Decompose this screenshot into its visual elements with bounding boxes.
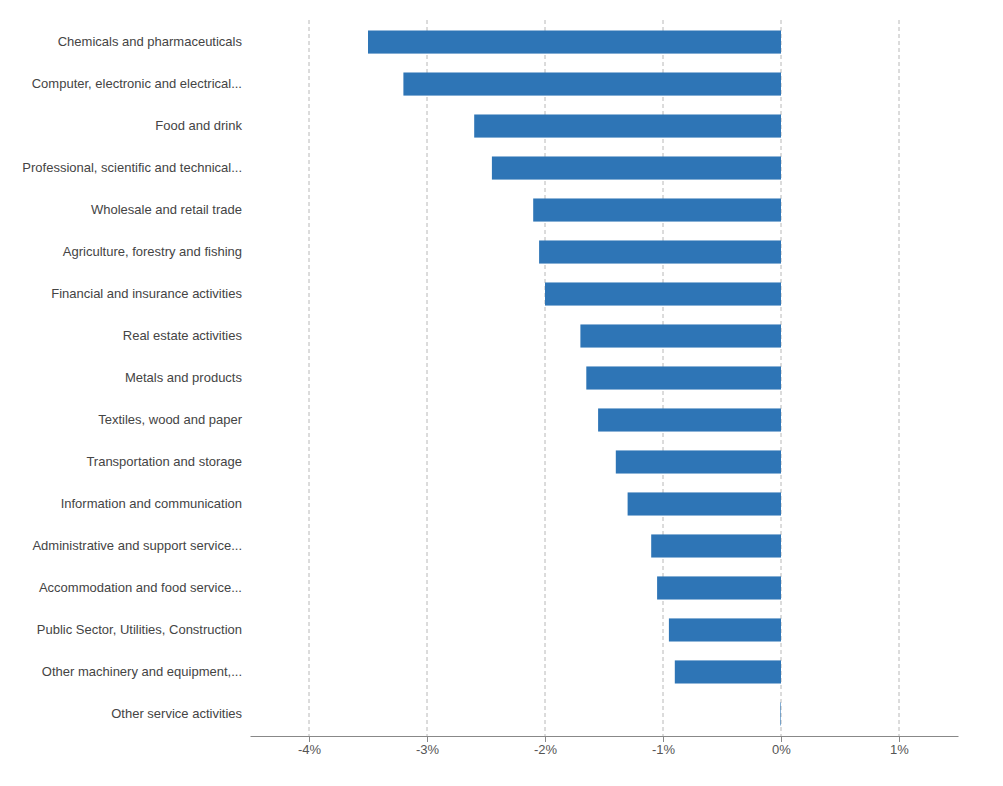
plot-area: -4% -3% -2% -1% 0% 1% Chemicals and pharmaceut… <box>22 20 958 757</box>
chart-svg: -4% -3% -2% -1% 0% 1% Chemicals and pharmaceut… <box>0 0 1003 786</box>
category-tick: Other service activities <box>111 706 242 721</box>
bar <box>598 408 781 431</box>
category-label: Wholesale and retail trade <box>91 202 242 217</box>
category-label: Real estate activities <box>123 328 243 343</box>
category-tick: Metals and products <box>125 370 243 385</box>
grid-line <box>309 20 310 736</box>
value-tick-mark <box>899 736 900 742</box>
value-tick-label: -2% <box>534 742 558 757</box>
value-tick-label: -4% <box>298 742 322 757</box>
grid-line <box>427 20 428 736</box>
bar <box>669 618 781 641</box>
value-tick: -3% <box>416 736 440 757</box>
value-tick-mark <box>781 736 782 742</box>
bar <box>675 660 781 683</box>
category-tick: Other machinery and equipment,... <box>42 664 242 679</box>
category-label: Chemicals and pharmaceuticals <box>58 34 243 49</box>
bar <box>368 30 781 53</box>
category-label: Administrative and support service... <box>32 538 242 553</box>
bar <box>533 198 781 221</box>
category-tick: Accommodation and food service... <box>39 580 242 595</box>
bar <box>539 240 781 263</box>
bar <box>628 492 781 515</box>
bar <box>474 114 781 137</box>
bar <box>492 156 781 179</box>
category-label: Accommodation and food service... <box>39 580 242 595</box>
category-tick: Information and communication <box>61 496 242 511</box>
bar <box>586 366 781 389</box>
value-tick-mark <box>309 736 310 742</box>
bar <box>651 534 781 557</box>
bar <box>616 450 781 473</box>
category-tick: Wholesale and retail trade <box>91 202 242 217</box>
category-tick: Transportation and storage <box>86 454 242 469</box>
value-tick-mark <box>545 736 546 742</box>
grid-line <box>899 20 900 736</box>
category-label: Transportation and storage <box>86 454 242 469</box>
bar <box>780 702 782 725</box>
bar <box>580 324 781 347</box>
category-axis: Chemicals and pharmaceuticals Computer, e… <box>22 34 242 721</box>
category-label: Food and drink <box>155 118 242 133</box>
value-tick-label: 0% <box>772 742 791 757</box>
category-tick: Textiles, wood and paper <box>98 412 242 427</box>
category-label: Public Sector, Utilities, Construction <box>37 622 242 637</box>
bar <box>657 576 781 599</box>
bar <box>545 282 781 305</box>
value-tick-label: -1% <box>652 742 676 757</box>
category-tick: Food and drink <box>155 118 242 133</box>
category-label: Agriculture, forestry and fishing <box>63 244 242 259</box>
category-label: Other machinery and equipment,... <box>42 664 242 679</box>
category-label: Textiles, wood and paper <box>98 412 242 427</box>
value-tick-mark <box>663 736 664 742</box>
grid <box>309 20 899 736</box>
category-tick: Public Sector, Utilities, Construction <box>37 622 242 637</box>
bars <box>368 30 781 725</box>
category-label: Metals and products <box>125 370 243 385</box>
category-tick: Financial and insurance activities <box>51 286 242 301</box>
value-tick-label: -3% <box>416 742 440 757</box>
value-tick: 0% <box>772 736 791 757</box>
value-tick: 1% <box>890 736 909 757</box>
value-tick: -2% <box>534 736 558 757</box>
value-axis: -4% -3% -2% -1% 0% 1% <box>251 736 959 757</box>
category-tick: Administrative and support service... <box>32 538 242 553</box>
value-tick-label: 1% <box>890 742 909 757</box>
category-label: Financial and insurance activities <box>51 286 242 301</box>
category-label: Information and communication <box>61 496 242 511</box>
chart-container: -4% -3% -2% -1% 0% 1% Chemicals and pharmaceut… <box>0 0 1003 786</box>
category-label: Other service activities <box>111 706 242 721</box>
value-axis-line <box>251 736 959 737</box>
category-tick: Professional, scientific and technical..… <box>22 160 242 175</box>
category-tick: Computer, electronic and electrical... <box>32 76 242 91</box>
category-label: Computer, electronic and electrical... <box>32 76 242 91</box>
category-tick: Agriculture, forestry and fishing <box>63 244 242 259</box>
value-tick: -4% <box>298 736 322 757</box>
category-label: Professional, scientific and technical..… <box>22 160 242 175</box>
value-tick: -1% <box>652 736 676 757</box>
category-tick: Chemicals and pharmaceuticals <box>58 34 243 49</box>
category-tick: Real estate activities <box>123 328 243 343</box>
bar <box>403 72 781 95</box>
value-tick-mark <box>427 736 428 742</box>
